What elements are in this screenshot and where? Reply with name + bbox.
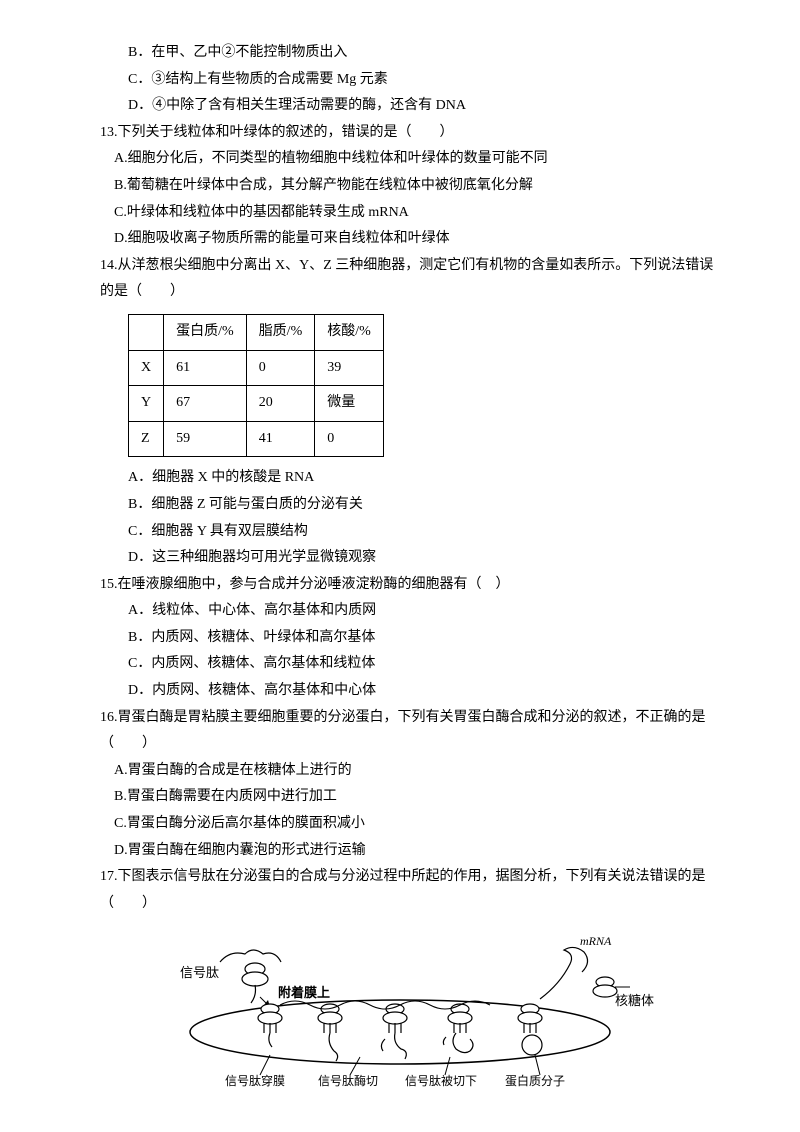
label-attach: 附着膜上 xyxy=(278,985,330,1000)
cell: 20 xyxy=(246,386,315,422)
q14-option-c: C．细胞器 Y 具有双层膜结构 xyxy=(100,519,720,546)
cell: 0 xyxy=(246,350,315,386)
q14-option-d: D．这三种细胞器均可用光学显微镜观察 xyxy=(100,545,720,572)
cell: Z xyxy=(129,421,164,457)
table-row: Z 59 41 0 xyxy=(129,421,384,457)
q14-table: 蛋白质/% 脂质/% 核酸/% X 61 0 39 Y 67 20 微量 Z 5… xyxy=(128,314,384,457)
q16-option-b: B.胃蛋白酶需要在内质网中进行加工 xyxy=(100,784,720,811)
q12-option-c: C．③结构上有些物质的合成需要 Mg 元素 xyxy=(100,67,720,94)
q13-stem: 13.下列关于线粒体和叶绿体的叙述的，错误的是（ ） xyxy=(100,120,720,147)
cell: Y xyxy=(129,386,164,422)
q14-th-3: 核酸/% xyxy=(315,314,384,350)
cell: 0 xyxy=(315,421,384,457)
q14-th-0 xyxy=(129,314,164,350)
cell: X xyxy=(129,350,164,386)
q14-th-2: 脂质/% xyxy=(246,314,315,350)
q15-option-d: D．内质网、核糖体、高尔基体和中心体 xyxy=(100,678,720,705)
q16-option-d: D.胃蛋白酶在细胞内囊泡的形式进行运输 xyxy=(100,838,720,865)
label-enzyme-cut: 信号肽酶切 xyxy=(318,1073,378,1087)
q16-option-a: A.胃蛋白酶的合成是在核糖体上进行的 xyxy=(100,758,720,785)
cell: 59 xyxy=(164,421,247,457)
signal-peptide-diagram: 信号肽 xyxy=(160,927,660,1087)
cell: 41 xyxy=(246,421,315,457)
label-signal-peptide: 信号肽 xyxy=(180,965,219,980)
q12-option-b: B．在甲、乙中②不能控制物质出入 xyxy=(100,40,720,67)
label-cut-off: 信号肽被切下 xyxy=(405,1073,477,1087)
q15-stem: 15.在唾液腺细胞中，参与合成并分泌唾液淀粉酶的细胞器有（ ） xyxy=(100,572,720,599)
q13-option-c: C.叶绿体和线粒体中的基因都能转录生成 mRNA xyxy=(100,200,720,227)
cell: 39 xyxy=(315,350,384,386)
q15-option-c: C．内质网、核糖体、高尔基体和线粒体 xyxy=(100,651,720,678)
label-protein: 蛋白质分子 xyxy=(505,1073,565,1087)
q16-stem: 16.胃蛋白酶是胃粘膜主要细胞重要的分泌蛋白，下列有关胃蛋白酶合成和分泌的叙述，… xyxy=(100,705,720,758)
q16-option-c: C.胃蛋白酶分泌后高尔基体的膜面积减小 xyxy=(100,811,720,838)
q12-option-d: D．④中除了含有相关生理活动需要的酶，还含有 DNA xyxy=(100,93,720,120)
cell: 67 xyxy=(164,386,247,422)
label-mrna: mRNA xyxy=(580,934,612,948)
q13-option-d: D.细胞吸收离子物质所需的能量可来自线粒体和叶绿体 xyxy=(100,226,720,253)
q14-option-b: B．细胞器 Z 可能与蛋白质的分泌有关 xyxy=(100,492,720,519)
q15-option-a: A．线粒体、中心体、高尔基体和内质网 xyxy=(100,598,720,625)
q13-option-b: B.葡萄糖在叶绿体中合成，其分解产物能在线粒体中被彻底氧化分解 xyxy=(100,173,720,200)
q14-stem: 14.从洋葱根尖细胞中分离出 X、Y、Z 三种细胞器，测定它们有机物的含量如表所… xyxy=(100,253,720,306)
q15-option-b: B．内质网、核糖体、叶绿体和高尔基体 xyxy=(100,625,720,652)
q17-figure: 信号肽 xyxy=(160,927,660,1087)
table-row: Y 67 20 微量 xyxy=(129,386,384,422)
cell: 微量 xyxy=(315,386,384,422)
q14-option-a: A．细胞器 X 中的核酸是 RNA xyxy=(100,465,720,492)
label-ribosome: 核糖体 xyxy=(615,993,654,1008)
q17-stem: 17.下图表示信号肽在分泌蛋白的合成与分泌过程中所起的作用，据图分析，下列有关说… xyxy=(100,864,720,917)
table-row: X 61 0 39 xyxy=(129,350,384,386)
label-through: 信号肽穿膜 xyxy=(225,1073,285,1087)
q14-th-1: 蛋白质/% xyxy=(164,314,247,350)
cell: 61 xyxy=(164,350,247,386)
q13-option-a: A.细胞分化后，不同类型的植物细胞中线粒体和叶绿体的数量可能不同 xyxy=(100,146,720,173)
